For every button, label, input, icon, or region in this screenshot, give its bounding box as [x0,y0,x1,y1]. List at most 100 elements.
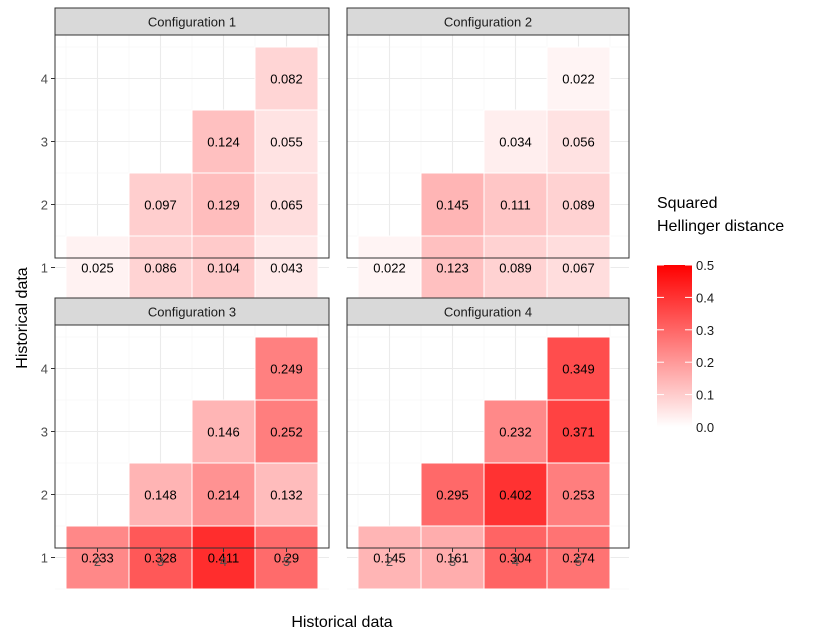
heatmap-cell [546,46,611,111]
y-tick-label: 4 [41,362,48,377]
axes: Historical data Historical data [14,267,393,631]
cell-value-label: 0.145 [373,551,406,566]
heatmap-cell [546,336,611,401]
cell-value-label: 0.104 [207,261,240,276]
cell-value-label: 0.371 [562,425,595,440]
facet-title: Configuration 4 [444,305,532,320]
cell-value-label: 0.082 [270,72,303,87]
heatmap-cell [546,525,611,590]
heatmap-cell [128,462,193,527]
cell-value-label: 0.411 [208,551,240,566]
cell-value-label: 0.402 [499,488,532,503]
y-tick-label: 2 [41,488,48,503]
heatmap-cell [191,109,256,174]
heatmap-cell [254,46,319,111]
cell-value-label: 0.111 [500,198,531,213]
cell-value-label: 0.022 [562,72,595,87]
cell-value-label: 0.233 [81,551,114,566]
panel-border [346,34,630,259]
y-tick-label: 2 [41,198,48,213]
cell-value-label: 0.214 [207,488,240,503]
cell-value-label: 0.295 [436,488,469,503]
heatmap-cell [65,525,130,590]
x-tick-label: 3 [157,554,164,569]
cell-value-label: 0.022 [373,261,406,276]
legend-tick-label: 0.1 [696,388,714,403]
cell-value-label: 0.056 [562,135,595,150]
facet-panel: Configuration 30.233 0.328 0.411 0.290.148 0… [41,297,330,590]
cell-value-label: 0.252 [270,425,303,440]
legend-tick-label: 0.2 [696,355,714,370]
heatmap-cell [254,109,319,174]
legend-tick-label: 0.0 [696,420,714,435]
cell-value-label: 0.097 [144,198,177,213]
x-tick-label: 4 [512,554,519,569]
heatmap-cell [191,172,256,237]
y-tick-label: 1 [41,261,48,276]
heatmap-cell [546,109,611,174]
panel-border [346,324,630,549]
y-tick-label: 1 [41,551,48,566]
facet-strip [54,297,330,326]
facet-panels: Configuration 1 0.025 0.086 0.104 0.043 0.097… [41,7,630,590]
legend-colorbar [657,265,692,427]
cell-value-label: 0.132 [270,488,303,503]
y-tick-label: 3 [41,425,48,440]
x-tick-label: 5 [575,554,582,569]
heatmap-cell [191,462,256,527]
heatmap-cell [546,462,611,527]
heatmap-cell [254,235,319,300]
facet-title: Configuration 1 [148,15,236,30]
heatmap-cell [483,462,548,527]
y-tick-label: 3 [41,135,48,150]
cell-value-label: 0.274 [562,551,595,566]
cell-value-label: 0.148 [144,488,177,503]
x-tick-label: 2 [386,554,393,569]
cell-value-label: 0.304 [499,551,532,566]
x-tick-label: 2 [94,554,101,569]
panel-border [54,34,330,259]
heatmap-cell [128,172,193,237]
heatmap-cell [128,525,193,590]
facet-panel: Configuration 4 0.145 0.161 0.304 0.274 0.295… [346,297,630,590]
heatmap-cell [357,525,422,590]
heatmap-cell [420,462,485,527]
y-tick-label: 4 [41,72,48,87]
cell-value-label: 0.146 [207,425,240,440]
cell-value-label: 0.086 [144,261,177,276]
cell-value-label: 0.025 [81,261,114,276]
heatmap-cell [254,399,319,464]
facet-title: Configuration 2 [444,15,532,30]
heatmap-cell [254,172,319,237]
cell-value-label: 0.145 [436,198,469,213]
legend: Squared Hellinger distance 0.0 0.1 0.2 0.3 0… [657,195,784,435]
x-tick-label: 3 [449,554,456,569]
heatmap-cell [254,336,319,401]
cell-value-label: 0.249 [270,362,303,377]
facet-panel: Configuration 2 0.022 0.123 0.089 0.067 0.145… [346,7,630,300]
legend-tick-label: 0.4 [696,290,714,305]
heatmap-cell [546,399,611,464]
heatmap-tiles: 0.145 0.161 0.304 0.274 0.295 0.402 0.253 0.232… [357,336,611,590]
legend-title-line-1: Squared [657,195,718,212]
heatmap-tiles: 0.233 0.328 0.411 0.29 0.148 0.214 0.132 0.146 0… [65,336,319,590]
heatmap-tiles: 0.025 0.086 0.104 0.043 0.097 0.129 0.065 0.124… [65,46,319,300]
x-tick-label: 5 [283,554,290,569]
cell-value-label: 0.034 [499,135,532,150]
heatmap-cell [191,399,256,464]
cell-value-label: 0.29 [274,551,299,566]
x-axis-title: Historical data [291,614,392,631]
cell-value-label: 0.232 [499,425,532,440]
heatmap-tiles: 0.022 0.123 0.089 0.067 0.145 0.111 0.089 0.034… [357,46,611,300]
facet-panel: Configuration 1 0.025 0.086 0.104 0.043 0.097… [41,7,330,300]
heatmap-cell [420,235,485,300]
cell-value-label: 0.129 [207,198,240,213]
facet-strip [346,297,630,326]
heatmap-cell [254,462,319,527]
cell-value-label: 0.124 [207,135,240,150]
cell-value-label: 0.123 [436,261,469,276]
heatmap-cell [546,172,611,237]
legend-tick-label: 0.3 [696,323,714,338]
cell-value-label: 0.253 [562,488,595,503]
